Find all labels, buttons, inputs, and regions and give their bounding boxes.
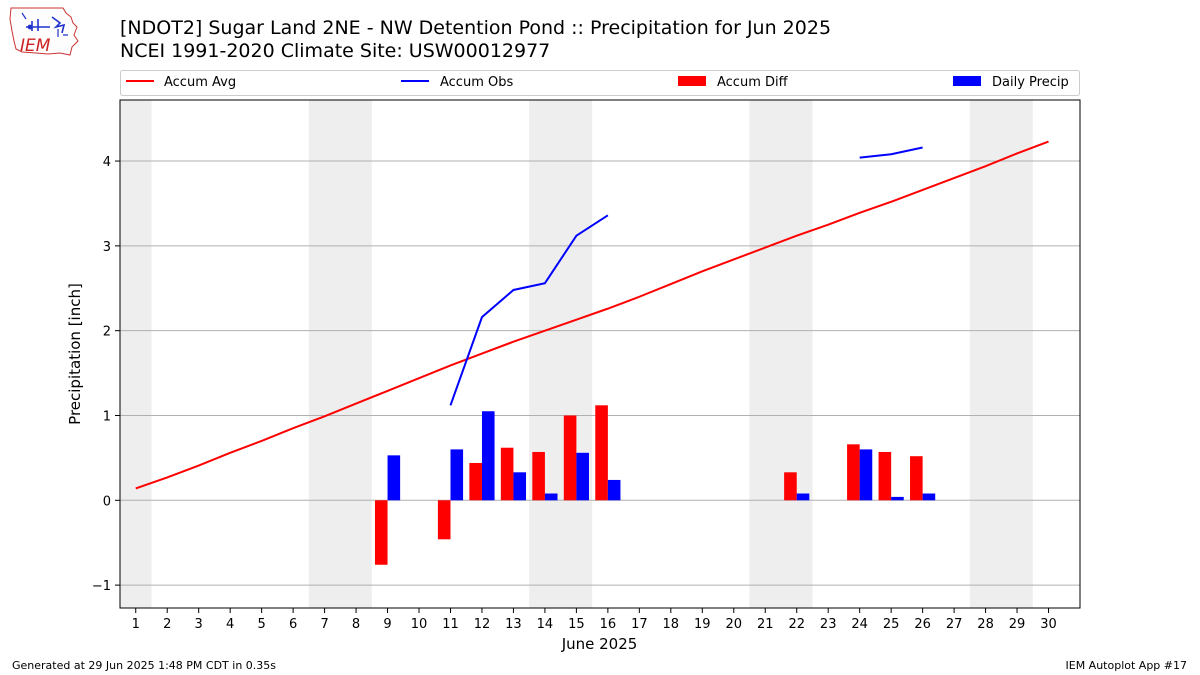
accum-avg-line bbox=[135, 140, 1049, 490]
iem-logo: IEM bbox=[9, 7, 79, 56]
accum-diff-bar bbox=[910, 456, 923, 501]
accum-diff-bar bbox=[595, 405, 608, 501]
daily-precip-bar bbox=[481, 411, 495, 501]
x-tick-label: 23 bbox=[820, 617, 837, 632]
x-tick-label: 18 bbox=[663, 617, 680, 632]
legend-daily-label: Daily Precip bbox=[992, 75, 1069, 90]
x-tick-label: 5 bbox=[257, 617, 265, 632]
y-tick-label: 2 bbox=[103, 325, 111, 340]
legend-avg-label: Accum Avg bbox=[164, 75, 236, 90]
accum-diff-bar bbox=[878, 451, 892, 501]
legend-frame bbox=[120, 70, 1080, 96]
x-tick-label: 9 bbox=[383, 617, 391, 632]
x-tick-label: 15 bbox=[568, 617, 585, 632]
x-tick-label: 30 bbox=[1040, 617, 1057, 632]
accum-diff-bar bbox=[784, 472, 797, 501]
x-tick-label: 11 bbox=[442, 617, 459, 632]
x-tick-label: 1 bbox=[132, 617, 140, 632]
accum-diff-bar bbox=[437, 500, 451, 540]
daily-precip-bar bbox=[387, 455, 401, 501]
chart-title: [NDOT2] Sugar Land 2NE - NW Detention Po… bbox=[120, 17, 832, 39]
daily-precip-bar bbox=[859, 449, 873, 501]
x-tick-label: 20 bbox=[725, 617, 742, 632]
accum-obs-line bbox=[859, 146, 923, 159]
x-tick-label: 8 bbox=[352, 617, 360, 632]
x-tick-label: 12 bbox=[474, 617, 491, 632]
x-tick-label: 2 bbox=[163, 617, 171, 632]
footer-app: IEM Autoplot App #17 bbox=[1065, 659, 1188, 672]
x-tick-label: 4 bbox=[226, 617, 234, 632]
chart-subtitle: NCEI 1991-2020 Climate Site: USW00012977 bbox=[120, 40, 551, 62]
x-tick-label: 17 bbox=[631, 617, 648, 632]
daily-precip-bar bbox=[576, 452, 589, 501]
legend-obs-label: Accum Obs bbox=[440, 75, 513, 90]
x-tick-label: 22 bbox=[788, 617, 805, 632]
x-tick-label: 14 bbox=[537, 617, 554, 632]
y-tick-label: −1 bbox=[92, 579, 111, 594]
x-tick-label: 25 bbox=[883, 617, 900, 632]
x-tick-label: 29 bbox=[1009, 617, 1026, 632]
y-tick-label: 3 bbox=[103, 240, 111, 255]
accum-diff-bar bbox=[374, 500, 388, 565]
daily-precip-bar bbox=[544, 493, 558, 501]
x-tick-label: 3 bbox=[195, 617, 203, 632]
daily-precip-bar bbox=[607, 479, 621, 501]
plot-frame bbox=[119, 99, 1081, 609]
x-tick-label: 13 bbox=[505, 617, 522, 632]
x-tick-label: 7 bbox=[320, 617, 328, 632]
x-tick-label: 16 bbox=[600, 617, 617, 632]
x-tick-label: 24 bbox=[851, 617, 868, 632]
accum-diff-bar bbox=[847, 444, 860, 501]
x-tick-label: 19 bbox=[694, 617, 711, 632]
y-axis-label: Precipitation [inch] bbox=[66, 283, 84, 425]
weekend-band bbox=[749, 100, 813, 608]
y-tick-label: 0 bbox=[103, 494, 111, 509]
y-tick-label: 4 bbox=[103, 155, 111, 170]
x-tick-label: 27 bbox=[946, 617, 963, 632]
accum-diff-bar bbox=[563, 415, 577, 501]
legend-daily-swatch bbox=[953, 76, 981, 86]
footer-generated: Generated at 29 Jun 2025 1:48 PM CDT in … bbox=[12, 659, 277, 672]
x-tick-label: 26 bbox=[914, 617, 931, 632]
accum-obs-line bbox=[449, 214, 609, 406]
x-tick-label: 28 bbox=[977, 617, 994, 632]
logo-text: IEM bbox=[20, 36, 51, 56]
weekend-band bbox=[308, 100, 372, 608]
x-axis-label: June 2025 bbox=[561, 635, 638, 653]
daily-precip-bar bbox=[891, 496, 904, 501]
daily-precip-bar bbox=[922, 493, 936, 501]
accum-diff-bar bbox=[532, 451, 545, 501]
x-tick-label: 6 bbox=[289, 617, 297, 632]
weekend-band bbox=[120, 100, 152, 608]
legend: Accum Avg Accum Obs Accum Diff Daily Pre… bbox=[120, 70, 1080, 96]
legend-diff-label: Accum Diff bbox=[717, 75, 789, 90]
plot-area: 1 2 3 4 5 6 7 8 9 10 11 12 13 14 15 16 17 18 19 20 21 22 23 24 2… bbox=[92, 99, 1081, 632]
accum-diff-bar bbox=[469, 462, 482, 501]
accum-diff-bar bbox=[500, 447, 514, 501]
y-tick-label: 1 bbox=[103, 409, 111, 424]
weekend-band bbox=[529, 100, 593, 608]
weekend-band bbox=[969, 100, 1033, 608]
legend-diff-swatch bbox=[678, 76, 706, 86]
x-tick-label: 21 bbox=[757, 617, 774, 632]
daily-precip-bar bbox=[513, 472, 527, 501]
daily-precip-bar bbox=[796, 493, 810, 501]
x-tick-label: 10 bbox=[411, 617, 428, 632]
daily-precip-bar bbox=[450, 449, 464, 501]
